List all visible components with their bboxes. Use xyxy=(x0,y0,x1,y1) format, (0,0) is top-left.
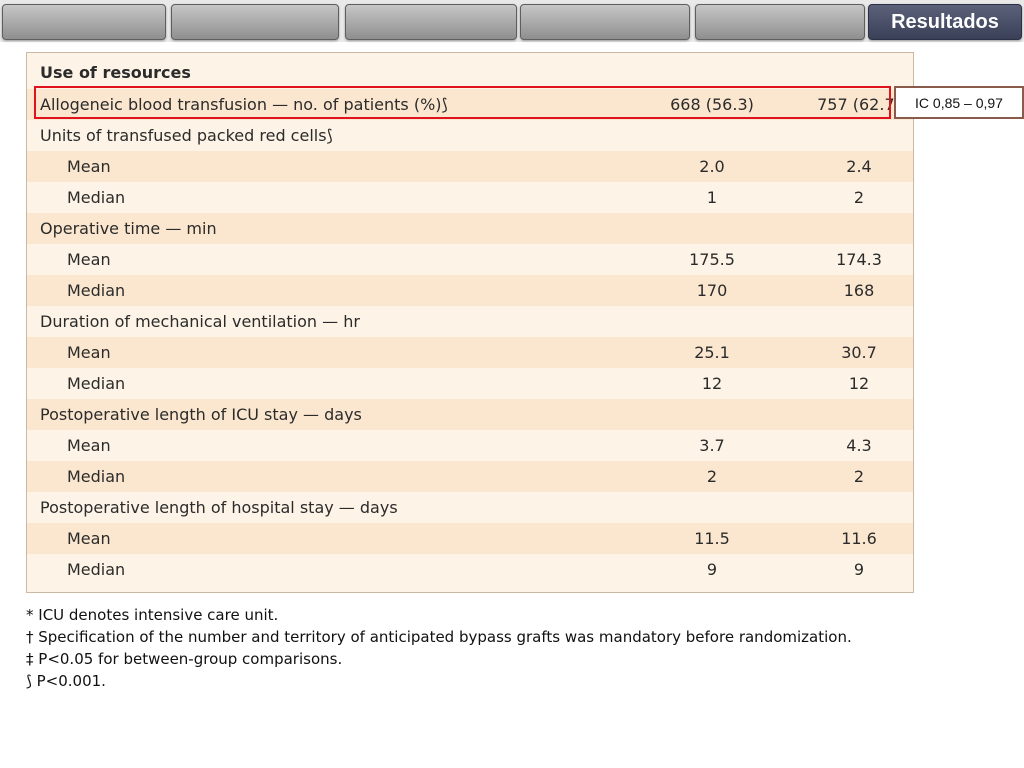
table-row: Postoperative length of ICU stay — days xyxy=(27,399,913,430)
row-label: Median xyxy=(67,374,126,393)
group-1-value: 25.1 xyxy=(694,343,730,362)
table-row: Allogeneic blood transfusion — no. of pa… xyxy=(27,89,913,120)
footnote: † Specification of the number and territ… xyxy=(26,628,852,646)
row-label: Units of transfused packed red cells⟆ xyxy=(40,126,333,145)
group-2-value: 174.3 xyxy=(836,250,882,269)
table-row: Median 9 9 xyxy=(27,554,913,585)
tab-2[interactable] xyxy=(171,4,339,40)
tab-5[interactable] xyxy=(695,4,865,40)
group-2-value: 4.3 xyxy=(846,436,872,455)
group-2-value: 9 xyxy=(853,560,865,579)
group-2-value: 168 xyxy=(843,281,875,300)
group-1-value: 2.0 xyxy=(699,157,725,176)
tab-1[interactable] xyxy=(2,4,166,40)
footnote: ‡ P<0.05 for between-group comparisons. xyxy=(26,650,343,668)
table-row: Mean 11.5 11.6 xyxy=(27,523,913,554)
row-label: Mean xyxy=(67,343,111,362)
group-1-value: 2 xyxy=(706,467,718,486)
row-label: Median xyxy=(67,560,126,579)
row-label: Median xyxy=(67,467,126,486)
table-row: Median 170 168 xyxy=(27,275,913,306)
tab-4[interactable] xyxy=(520,4,690,40)
group-2-value: 2 xyxy=(853,467,865,486)
table-row: Duration of mechanical ventilation — hr xyxy=(27,306,913,337)
row-label: Mean xyxy=(67,157,111,176)
tab-3[interactable] xyxy=(345,4,517,40)
group-1-value: 9 xyxy=(706,560,718,579)
row-label: Mean xyxy=(67,250,111,269)
footnotes: * ICU denotes intensive care unit. † Spe… xyxy=(26,604,852,692)
table-row: Postoperative length of hospital stay — … xyxy=(27,492,913,523)
results-table: Use of resources Allogeneic blood transfu… xyxy=(26,52,914,593)
table-row: Median 1 2 xyxy=(27,182,913,213)
group-2-value: 757 (62.7) xyxy=(817,95,901,114)
group-1-value: 11.5 xyxy=(694,529,730,548)
tab-resultados-label: Resultados xyxy=(891,10,999,33)
row-label: Duration of mechanical ventilation — hr xyxy=(40,312,360,331)
row-label: Mean xyxy=(67,529,111,548)
row-label: Use of resources xyxy=(40,63,191,82)
row-label: Postoperative length of hospital stay — … xyxy=(40,498,398,517)
table-row: Mean 3.7 4.3 xyxy=(27,430,913,461)
group-1-value: 1 xyxy=(706,188,718,207)
table-row: Mean 25.1 30.7 xyxy=(27,337,913,368)
footnote: ⟆ P<0.001. xyxy=(26,672,106,690)
row-label: Operative time — min xyxy=(40,219,217,238)
table-row: Units of transfused packed red cells⟆ xyxy=(27,120,913,151)
footnote: * ICU denotes intensive care unit. xyxy=(26,606,279,624)
group-2-value: 11.6 xyxy=(841,529,877,548)
group-2-value: 2 xyxy=(853,188,865,207)
group-1-value: 668 (56.3) xyxy=(670,95,754,114)
table-row: Median 2 2 xyxy=(27,461,913,492)
group-1-value: 12 xyxy=(701,374,723,393)
table-row: Median 12 12 xyxy=(27,368,913,399)
row-label: Postoperative length of ICU stay — days xyxy=(40,405,362,424)
row-label: Median xyxy=(67,281,126,300)
row-label: Allogeneic blood transfusion — no. of pa… xyxy=(40,95,448,114)
row-label: Mean xyxy=(67,436,111,455)
group-1-value: 3.7 xyxy=(699,436,725,455)
table-row: Operative time — min xyxy=(27,213,913,244)
top-tab-bar: Resultados xyxy=(0,0,1024,42)
table-row: Mean 175.5 174.3 xyxy=(27,244,913,275)
table-row: Mean 2.0 2.4 xyxy=(27,151,913,182)
row-label: Median xyxy=(67,188,126,207)
group-2-value: 30.7 xyxy=(841,343,877,362)
transfusion-highlight-box xyxy=(34,86,891,119)
group-2-value: 2.4 xyxy=(846,157,872,176)
group-1-value: 175.5 xyxy=(689,250,735,269)
table-section-header: Use of resources xyxy=(27,57,913,88)
group-1-value: 170 xyxy=(696,281,728,300)
group-2-value: 12 xyxy=(848,374,870,393)
confidence-interval-note: IC 0,85 – 0,97 xyxy=(894,86,1024,119)
tab-resultados[interactable]: Resultados xyxy=(868,4,1022,40)
